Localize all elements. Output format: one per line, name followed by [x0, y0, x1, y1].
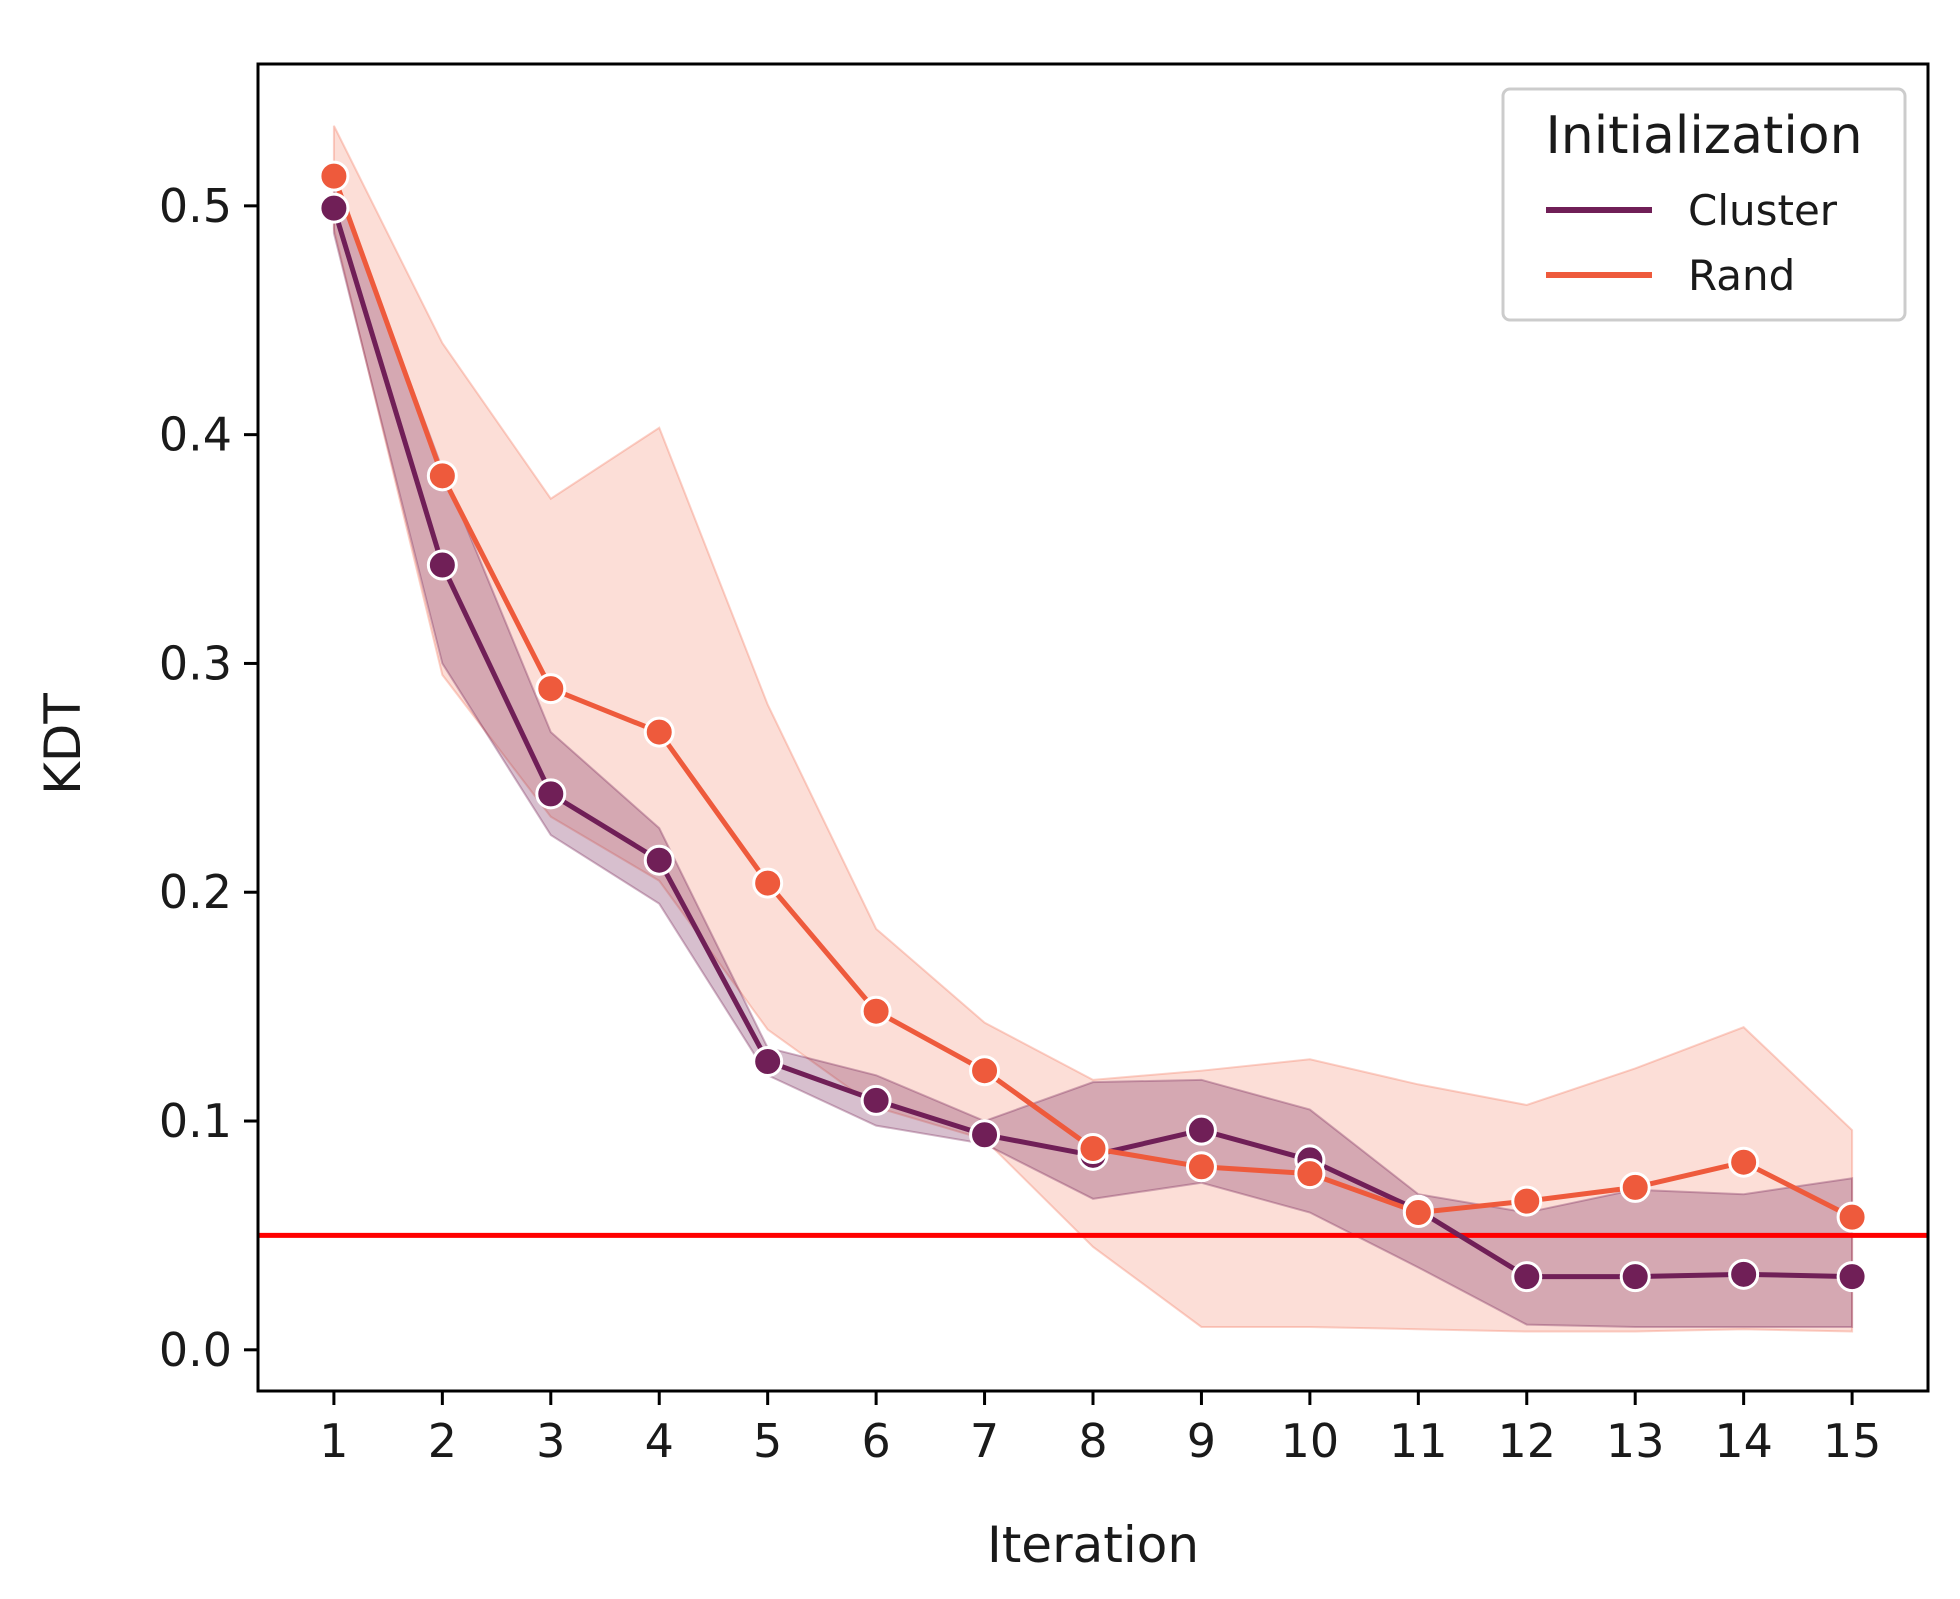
x-tick-label: 4	[645, 1414, 674, 1468]
x-tick-label: 6	[861, 1414, 890, 1468]
data-point-rand	[535, 673, 567, 705]
data-point-cluster	[643, 844, 675, 876]
data-point-rand	[1077, 1132, 1109, 1164]
data-point-cluster	[752, 1046, 784, 1078]
x-tick-label: 15	[1823, 1414, 1882, 1468]
y-tick-label: 0.4	[159, 408, 232, 462]
y-axis-label: KDT	[34, 693, 92, 795]
data-point-rand	[1619, 1171, 1651, 1203]
x-tick-label: 3	[536, 1414, 565, 1468]
x-tick-label: 7	[970, 1414, 999, 1468]
data-point-cluster	[860, 1084, 892, 1116]
legend-title: Initialization	[1545, 106, 1862, 166]
y-axis-ticks: 0.0 0.1 0.2 0.3 0.4 0.5	[159, 179, 258, 1377]
confidence-band-rand	[332, 125, 1854, 1333]
data-point-cluster	[1185, 1114, 1217, 1146]
x-tick-label: 13	[1606, 1414, 1665, 1468]
legend: Initialization Cluster Rand	[1501, 87, 1907, 322]
x-tick-label: 1	[319, 1414, 348, 1468]
data-point-cluster	[1511, 1261, 1543, 1293]
data-point-rand	[1185, 1151, 1217, 1183]
y-tick-label: 0.2	[159, 865, 232, 919]
legend-label-cluster: Cluster	[1688, 186, 1838, 235]
data-point-rand	[1511, 1185, 1543, 1217]
y-tick-label: 0.5	[159, 179, 232, 233]
data-point-rand	[426, 460, 458, 492]
x-axis-label: Iteration	[987, 1516, 1199, 1574]
series-markers	[318, 160, 1868, 1293]
x-tick-label: 11	[1389, 1414, 1448, 1468]
data-point-rand	[1294, 1158, 1326, 1190]
data-point-cluster	[535, 778, 567, 810]
data-point-cluster	[318, 192, 350, 224]
x-tick-label: 14	[1714, 1414, 1773, 1468]
data-point-rand	[1402, 1197, 1434, 1229]
data-point-cluster	[969, 1119, 1001, 1151]
data-point-cluster	[1619, 1261, 1651, 1293]
x-tick-label: 12	[1497, 1414, 1556, 1468]
x-tick-label: 10	[1281, 1414, 1340, 1468]
x-tick-label: 2	[428, 1414, 457, 1468]
data-point-rand	[318, 160, 350, 192]
y-tick-label: 0.3	[159, 636, 232, 690]
legend-box	[1501, 87, 1907, 322]
y-tick-label: 0.1	[159, 1094, 232, 1148]
data-point-cluster	[1836, 1261, 1868, 1293]
data-point-rand	[1836, 1201, 1868, 1233]
data-point-rand	[643, 716, 675, 748]
data-point-rand	[969, 1055, 1001, 1087]
data-point-cluster	[1728, 1258, 1760, 1290]
data-point-cluster	[426, 549, 458, 581]
x-axis-ticks: 1 2 3 4 5 6 7 8 9 10 11 12 13 14 15	[319, 1391, 1881, 1468]
data-point-rand	[1728, 1146, 1760, 1178]
x-tick-label: 9	[1187, 1414, 1216, 1468]
data-point-rand	[860, 995, 892, 1027]
x-tick-label: 5	[753, 1414, 782, 1468]
x-tick-label: 8	[1078, 1414, 1107, 1468]
data-point-rand	[752, 867, 784, 899]
legend-label-rand: Rand	[1688, 251, 1795, 300]
y-tick-label: 0.0	[159, 1323, 232, 1377]
